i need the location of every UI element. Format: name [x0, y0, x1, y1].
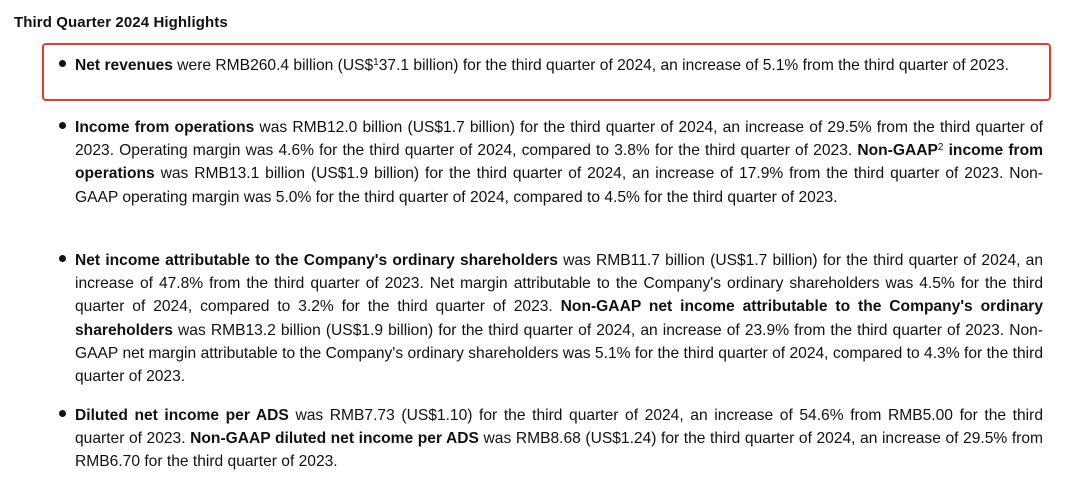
footnote-marker: 1: [373, 57, 379, 68]
item-text: was RMB11.7 billion (US$1.7 billion) for…: [75, 252, 1044, 316]
bullet-icon: [58, 249, 75, 272]
item-bold-label: Non-GAAP net income attributable to the …: [75, 298, 1043, 339]
section-title: Third Quarter 2024 Highlights: [14, 14, 228, 31]
item-text: 37.1 billion) for the third quarter of 2…: [378, 57, 1009, 74]
item-text: was RMB8.68 (US$1.24) for the third quar…: [75, 430, 1044, 471]
highlight-item-net-income: Net income attributable to the Company's…: [58, 249, 1043, 388]
item-bold-label: Non-GAAP: [857, 142, 938, 160]
item-bold-label: Net income attributable to the Company's…: [75, 252, 558, 269]
item-text: was RMB12.0 billion (US$1.7 billion) for…: [75, 119, 1044, 160]
footnote-marker: 2: [937, 142, 944, 154]
bullet-icon: [58, 404, 75, 427]
highlight-item-net-revenues: Net revenues were RMB260.4 billion (US$1…: [58, 54, 1043, 77]
item-bold-label: Net revenues: [75, 57, 173, 74]
item-text: was RMB7.73 (US$1.10) for the third quar…: [75, 407, 1043, 448]
highlight-item-diluted-eps: Diluted net income per ADS was RMB7.73 (…: [58, 404, 1043, 474]
bullet-icon: [58, 116, 75, 139]
item-bold-label: Income from operations: [75, 119, 255, 136]
item-bold-label: Non-GAAP diluted net income per ADS: [190, 430, 479, 448]
item-text: was RMB13.1 billion (US$1.9 billion) for…: [75, 165, 1043, 206]
bullet-icon: [58, 54, 75, 77]
highlight-box: [42, 43, 1051, 101]
item-text: was RMB13.2 billion (US$1.9 billion) for…: [75, 321, 1043, 386]
item-bold-label: Diluted net income per ADS: [75, 407, 289, 424]
highlight-item-income-from-operations: Income from operations was RMB12.0 billi…: [58, 116, 1043, 209]
item-text: were RMB260.4 billion (US$: [172, 57, 374, 74]
item-bold-label: income from operations: [75, 142, 1043, 183]
